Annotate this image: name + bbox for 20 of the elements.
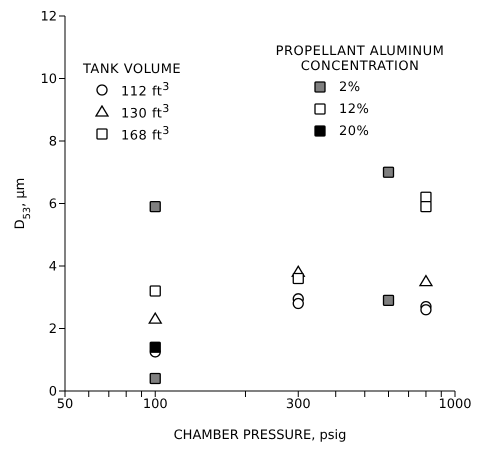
y-tick-label: 10 bbox=[40, 72, 57, 88]
x-tick-label: 50 bbox=[56, 397, 74, 412]
legend-label: 12% bbox=[339, 102, 370, 116]
y-tick-label: 12 bbox=[40, 10, 57, 25]
x-tick-label: 1000 bbox=[438, 397, 472, 412]
y-tick-label: 6 bbox=[48, 197, 57, 212]
legend-label: 2% bbox=[339, 80, 361, 94]
legend-title: TANK VOLUME bbox=[83, 62, 182, 77]
y-tick-label: 4 bbox=[48, 260, 57, 275]
y-tick-label: 0 bbox=[48, 384, 57, 400]
legend-label: 168 ft$^{3}$ bbox=[121, 124, 170, 144]
y-tick-label: 8 bbox=[48, 134, 57, 150]
x-axis-title: CHAMBER PRESSURE, psig bbox=[174, 428, 346, 443]
legend-label: 130 ft$^{3}$ bbox=[121, 102, 170, 122]
legend-label: 112 ft$^{3}$ bbox=[121, 80, 170, 100]
x-tick-label: 300 bbox=[286, 397, 311, 412]
legend-label: 20% bbox=[339, 124, 370, 138]
y-tick-label: 2 bbox=[48, 322, 57, 338]
x-tick-label: 100 bbox=[142, 397, 168, 412]
annotation: PROPELLANT ALUMINUM CONCENTRATION bbox=[274, 44, 446, 74]
